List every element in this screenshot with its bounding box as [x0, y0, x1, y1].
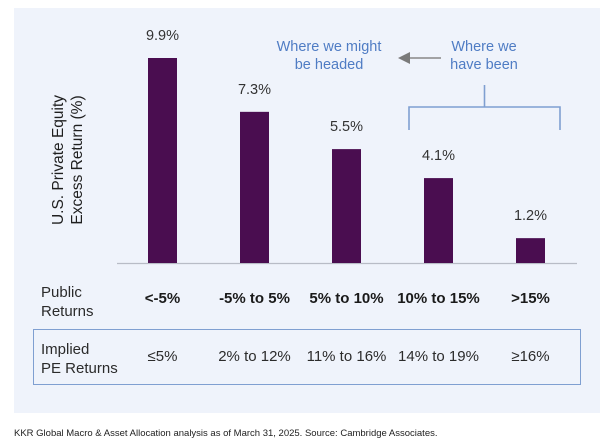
- implied-pe-value-3: 11% to 16%: [306, 348, 387, 365]
- bar-3: [332, 149, 361, 263]
- data-label-4: 4.1%: [422, 148, 455, 164]
- public-returns-label-line-2: Returns: [41, 303, 94, 320]
- data-label-5: 1.2%: [514, 208, 547, 224]
- left-arrow-icon: [398, 52, 441, 64]
- public-returns-category-5: >15%: [511, 290, 550, 307]
- y-axis-label-line-1: U.S. Private Equity: [50, 95, 67, 225]
- data-label-3: 5.5%: [330, 119, 363, 135]
- future-annotation-line-1: Where we might: [277, 39, 382, 55]
- implied-pe-row-label: Implied PE Returns: [41, 340, 118, 378]
- data-label-1: 9.9%: [146, 28, 179, 44]
- past-annotation-line-1: Where we: [451, 39, 516, 55]
- public-returns-category-4: 10% to 15%: [397, 290, 480, 307]
- public-returns-row-label: Public Returns: [41, 283, 94, 321]
- implied-pe-value-4: 14% to 19%: [398, 348, 479, 365]
- past-annotation-line-2: have been: [450, 57, 518, 73]
- source-footnote: KKR Global Macro & Asset Allocation anal…: [14, 428, 438, 439]
- data-labels: 9.9% 7.3% 5.5% 4.1% 1.2%: [146, 28, 547, 224]
- bars: [148, 58, 545, 264]
- implied-pe-value-1: ≤5%: [147, 348, 178, 365]
- past-bracket: [408, 85, 561, 130]
- public-returns-category-3: 5% to 10%: [309, 290, 384, 307]
- implied-pe-value-2: 2% to 12%: [218, 348, 291, 365]
- implied-pe-label-line-1: Implied: [41, 341, 90, 358]
- implied-pe-value-5: ≥16%: [511, 348, 550, 365]
- public-returns-category-2: -5% to 5%: [219, 290, 290, 307]
- bar-5: [516, 238, 545, 263]
- y-axis-label-line-2: Excess Return (%): [69, 95, 86, 224]
- chart-panel: [14, 8, 600, 413]
- y-axis-label: U.S. Private Equity Excess Return (%): [50, 95, 86, 225]
- bar-1: [148, 58, 177, 263]
- bar-4: [424, 178, 453, 263]
- data-label-2: 7.3%: [238, 82, 271, 98]
- implied-pe-returns-box: [33, 329, 581, 385]
- bar-2: [240, 111, 269, 264]
- implied-pe-label-line-2: PE Returns: [41, 360, 118, 377]
- public-returns-category-1: <-5%: [144, 290, 181, 307]
- public-returns-label-line-1: Public: [41, 284, 82, 301]
- future-annotation-line-2: be headed: [295, 57, 364, 73]
